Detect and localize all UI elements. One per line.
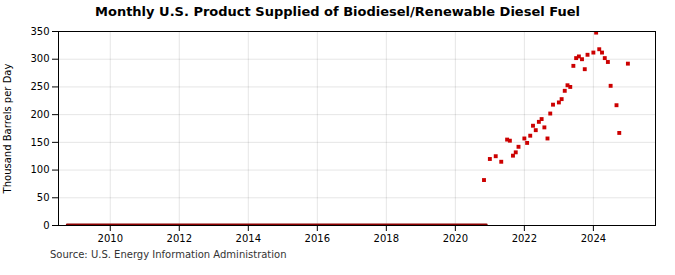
svg-text:2020: 2020: [443, 233, 468, 244]
svg-text:2016: 2016: [305, 233, 330, 244]
svg-text:2022: 2022: [512, 233, 537, 244]
svg-text:300: 300: [30, 53, 49, 64]
svg-text:350: 350: [30, 26, 49, 37]
svg-text:2018: 2018: [374, 233, 399, 244]
html-text:Source: U.S. Energy Informatio: Source: U.S. Energy Information Administ…: [50, 249, 287, 260]
svg-text:0: 0: [43, 220, 49, 231]
svg-text:2024: 2024: [581, 233, 606, 244]
svg-text:2014: 2014: [236, 233, 261, 244]
svg-text:100: 100: [30, 164, 49, 175]
svg-text:250: 250: [30, 81, 49, 92]
html-text:Monthly U.S. Product Supplied: Monthly U.S. Product Supplied of Biodies…: [95, 4, 580, 19]
svg-text:2012: 2012: [167, 233, 192, 244]
svg-text:Thousand Barrels per Day: Thousand Barrels per Day: [2, 64, 13, 195]
svg-text:200: 200: [30, 109, 49, 120]
svg-text:2010: 2010: [98, 233, 123, 244]
svg-text:50: 50: [37, 192, 50, 203]
svg-text:150: 150: [30, 137, 49, 148]
